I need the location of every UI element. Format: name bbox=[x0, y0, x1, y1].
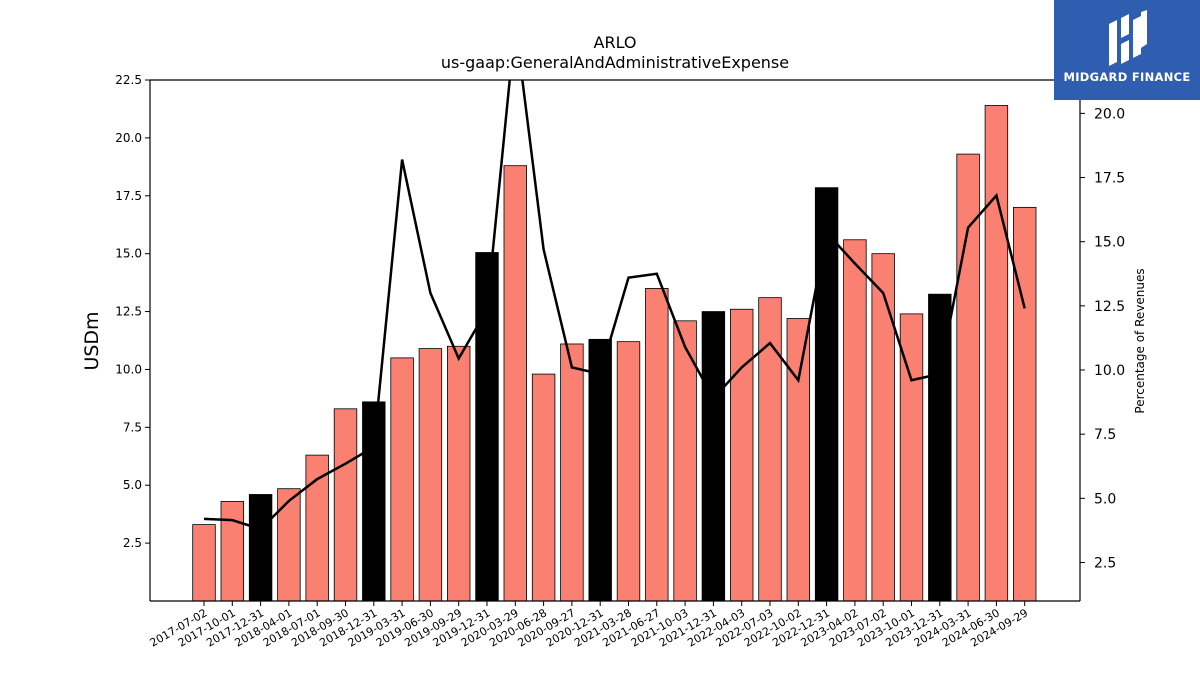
y-tick-label-right: 17.5 bbox=[1094, 171, 1125, 187]
bar bbox=[192, 524, 216, 602]
plot-area: 2.5 5.0 7.5 10.0 12.5 15.0 17.5 20.0 22.5 2.5 5.0 7… bbox=[115, 73, 1125, 650]
y-tick-label-right: 10.0 bbox=[1094, 363, 1125, 379]
y-tick-label-left: 5.0 bbox=[123, 478, 142, 492]
company-logo: MIDGARD FINANCE bbox=[1054, 0, 1200, 100]
chart-subtitle: us-gaap:GeneralAndAdministrativeExpense bbox=[441, 53, 789, 72]
series-line bbox=[203, 80, 1026, 531]
bar bbox=[984, 105, 1009, 602]
bar bbox=[305, 454, 329, 602]
logo-text: MIDGARD FINANCE bbox=[1063, 70, 1191, 84]
bar bbox=[390, 357, 414, 602]
bar bbox=[560, 343, 584, 602]
y-tick-label-right: 12.5 bbox=[1094, 299, 1125, 315]
y-tick-label-left: 12.5 bbox=[115, 305, 142, 319]
y-tick-label-left: 15.0 bbox=[115, 247, 142, 261]
bar bbox=[814, 187, 839, 602]
bar bbox=[928, 293, 952, 602]
y-tick-label-left: 20.0 bbox=[115, 131, 142, 145]
y-tick-label-right: 2.5 bbox=[1094, 556, 1116, 572]
bar bbox=[503, 165, 528, 602]
bar bbox=[956, 153, 980, 602]
y-tick-label-left: 2.5 bbox=[123, 536, 142, 550]
bar bbox=[362, 401, 386, 602]
y-tick-label-left: 22.5 bbox=[115, 73, 142, 87]
bar bbox=[220, 501, 245, 602]
bar bbox=[588, 338, 612, 602]
y-tick-label-left: 17.5 bbox=[115, 189, 142, 203]
bar bbox=[843, 239, 867, 602]
bar bbox=[645, 287, 669, 602]
bar bbox=[1013, 206, 1037, 602]
y-tick-label-right: 20.0 bbox=[1094, 106, 1125, 122]
y-tick-label-left: 10.0 bbox=[115, 362, 142, 376]
bar bbox=[333, 408, 358, 602]
bar bbox=[446, 345, 471, 602]
bar bbox=[531, 373, 556, 602]
bar bbox=[277, 488, 301, 602]
bar bbox=[701, 311, 726, 602]
y-tick-label-right: 5.0 bbox=[1094, 491, 1116, 507]
y-tick-label-right: 7.5 bbox=[1094, 427, 1116, 443]
y-axis-label-right: Percentage of Revenues bbox=[1133, 268, 1147, 413]
bar bbox=[871, 253, 895, 602]
midgard-logo-icon bbox=[1109, 10, 1147, 66]
bar bbox=[418, 348, 443, 602]
y-tick-label-left: 7.5 bbox=[123, 420, 142, 434]
bar bbox=[730, 308, 754, 602]
y-tick-label-right: 15.0 bbox=[1094, 235, 1125, 251]
y-axis-label-left: USDm bbox=[81, 311, 103, 370]
bar bbox=[248, 494, 273, 602]
bar bbox=[786, 318, 811, 602]
chart-title: ARLO bbox=[594, 33, 637, 52]
bar bbox=[616, 341, 641, 602]
